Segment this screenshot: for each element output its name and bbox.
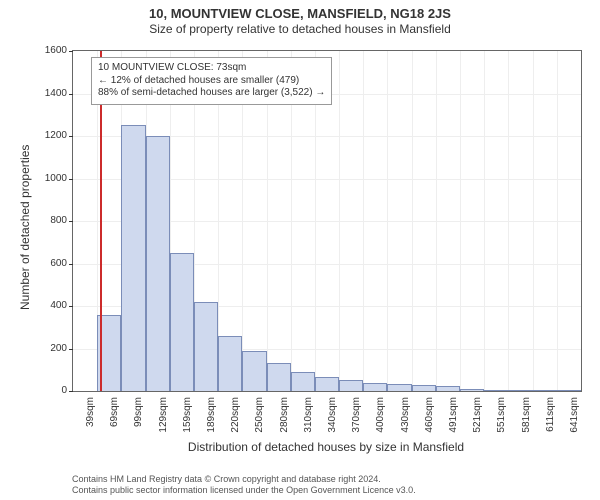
chart-title: 10, MOUNTVIEW CLOSE, MANSFIELD, NG18 2JS bbox=[0, 0, 600, 22]
x-tick-label: 370sqm bbox=[351, 397, 362, 437]
gridline-v bbox=[387, 51, 388, 391]
x-tick-label: 460sqm bbox=[424, 397, 435, 437]
histogram-bar bbox=[218, 336, 242, 391]
histogram-bar bbox=[363, 383, 387, 392]
annotation-line-1: 10 MOUNTVIEW CLOSE: 73sqm bbox=[98, 62, 325, 75]
plot-area: 0200400600800100012001400160039sqm69sqm9… bbox=[72, 50, 582, 392]
x-tick-label: 340sqm bbox=[327, 397, 338, 437]
gridline-v bbox=[460, 51, 461, 391]
x-tick-label: 400sqm bbox=[375, 397, 386, 437]
histogram-bar bbox=[315, 377, 339, 391]
y-tick-label: 800 bbox=[31, 215, 67, 226]
y-tick-label: 600 bbox=[31, 258, 67, 269]
x-tick-label: 39sqm bbox=[85, 397, 96, 437]
y-tick-mark bbox=[69, 306, 73, 307]
x-tick-label: 220sqm bbox=[230, 397, 241, 437]
chart-page: { "title": "10, MOUNTVIEW CLOSE, MANSFIE… bbox=[0, 0, 600, 500]
gridline-v bbox=[363, 51, 364, 391]
y-tick-label: 1600 bbox=[31, 45, 67, 56]
x-tick-label: 641sqm bbox=[569, 397, 580, 437]
gridline-v bbox=[508, 51, 509, 391]
y-tick-label: 400 bbox=[31, 300, 67, 311]
gridline-v bbox=[436, 51, 437, 391]
y-tick-label: 0 bbox=[31, 385, 67, 396]
y-tick-label: 1000 bbox=[31, 173, 67, 184]
y-tick-mark bbox=[69, 264, 73, 265]
y-tick-mark bbox=[69, 221, 73, 222]
histogram-bar bbox=[267, 363, 291, 391]
gridline-v bbox=[412, 51, 413, 391]
x-tick-label: 69sqm bbox=[109, 397, 120, 437]
histogram-bar bbox=[387, 384, 411, 391]
x-tick-label: 521sqm bbox=[472, 397, 483, 437]
annotation-box: 10 MOUNTVIEW CLOSE: 73sqm ← 12% of detac… bbox=[91, 57, 332, 105]
histogram-bar bbox=[533, 390, 557, 391]
chart-subtitle: Size of property relative to detached ho… bbox=[0, 22, 600, 36]
annotation-line-2: ← 12% of detached houses are smaller (47… bbox=[98, 75, 325, 88]
x-tick-label: 430sqm bbox=[400, 397, 411, 437]
attribution: Contains HM Land Registry data © Crown c… bbox=[72, 474, 590, 497]
attribution-line-1: Contains HM Land Registry data © Crown c… bbox=[72, 474, 590, 485]
x-tick-label: 581sqm bbox=[521, 397, 532, 437]
x-tick-label: 611sqm bbox=[545, 397, 556, 437]
x-tick-label: 491sqm bbox=[448, 397, 459, 437]
y-tick-label: 200 bbox=[31, 343, 67, 354]
histogram-bar bbox=[508, 390, 532, 391]
x-tick-label: 99sqm bbox=[133, 397, 144, 437]
histogram-bar bbox=[412, 385, 436, 391]
annotation-line-3: 88% of semi-detached houses are larger (… bbox=[98, 87, 325, 100]
histogram-bar bbox=[436, 386, 460, 391]
histogram-bar bbox=[242, 351, 266, 391]
x-tick-label: 280sqm bbox=[279, 397, 290, 437]
y-tick-mark bbox=[69, 391, 73, 392]
x-tick-label: 129sqm bbox=[158, 397, 169, 437]
gridline-v bbox=[533, 51, 534, 391]
histogram-bar bbox=[146, 136, 170, 391]
x-tick-label: 310sqm bbox=[303, 397, 314, 437]
histogram-bar bbox=[460, 389, 484, 391]
y-tick-mark bbox=[69, 136, 73, 137]
y-tick-mark bbox=[69, 179, 73, 180]
gridline-v bbox=[339, 51, 340, 391]
y-tick-mark bbox=[69, 349, 73, 350]
histogram-bar bbox=[291, 372, 315, 391]
y-axis-label: Number of detached properties bbox=[18, 145, 32, 310]
histogram-bar bbox=[194, 302, 218, 391]
x-tick-label: 189sqm bbox=[206, 397, 217, 437]
histogram-bar bbox=[121, 125, 145, 391]
histogram-bar bbox=[484, 390, 508, 391]
x-tick-label: 250sqm bbox=[254, 397, 265, 437]
attribution-line-2: Contains public sector information licen… bbox=[72, 485, 590, 496]
histogram-bar bbox=[170, 253, 194, 391]
x-axis-label: Distribution of detached houses by size … bbox=[72, 440, 580, 454]
y-tick-label: 1400 bbox=[31, 88, 67, 99]
x-tick-label: 551sqm bbox=[496, 397, 507, 437]
gridline-v bbox=[557, 51, 558, 391]
histogram-bar bbox=[339, 380, 363, 391]
histogram-bar bbox=[557, 390, 581, 391]
y-tick-mark bbox=[69, 51, 73, 52]
gridline-v bbox=[484, 51, 485, 391]
y-tick-mark bbox=[69, 94, 73, 95]
y-tick-label: 1200 bbox=[31, 130, 67, 141]
x-tick-label: 159sqm bbox=[182, 397, 193, 437]
